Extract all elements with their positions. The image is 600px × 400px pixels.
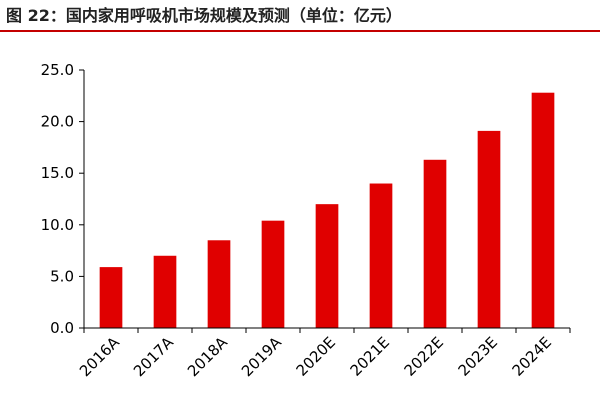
bar [369,183,393,328]
bars [99,92,555,328]
bar [531,92,555,328]
x-tick-labels: 2016A 2017A 2018A 2019A 2020E 2021E 2022E 2023E… [76,333,555,380]
y-tick-label: 5.0 [50,267,74,285]
y-axis: 0.0 5.0 10.0 15.0 20.0 25.0 [41,61,85,337]
figure-title: 图 22：国内家用呼吸机市场规模及预测（单位：亿元） [6,6,402,25]
title-rule [0,30,600,32]
bar [207,240,231,328]
bar [423,159,447,328]
x-tick-label: 2020E [293,333,339,379]
y-ticks: 0.0 5.0 10.0 15.0 20.0 25.0 [41,61,84,337]
x-tick-label: 2019A [238,333,285,380]
x-tick-label: 2016A [76,333,123,380]
y-tick-label: 20.0 [41,113,74,131]
x-tick-label: 2018A [184,333,231,380]
x-tick-label: 2024E [509,333,555,379]
x-axis: 2016A 2017A 2018A 2019A 2020E 2021E 2022E 2023E… [76,327,571,380]
x-tick-label: 2017A [130,333,177,380]
x-tick-label: 2023E [455,333,501,379]
bar [99,267,123,328]
bar [261,220,285,328]
bar [315,204,339,328]
bar [153,255,177,328]
y-tick-label: 15.0 [41,164,74,182]
x-tick-label: 2021E [347,333,393,379]
y-tick-label: 10.0 [41,216,74,234]
bar [477,130,501,328]
y-tick-label: 0.0 [50,319,74,337]
y-tick-label: 25.0 [41,61,74,79]
x-tick-label: 2022E [401,333,447,379]
x-ticks [83,328,571,333]
